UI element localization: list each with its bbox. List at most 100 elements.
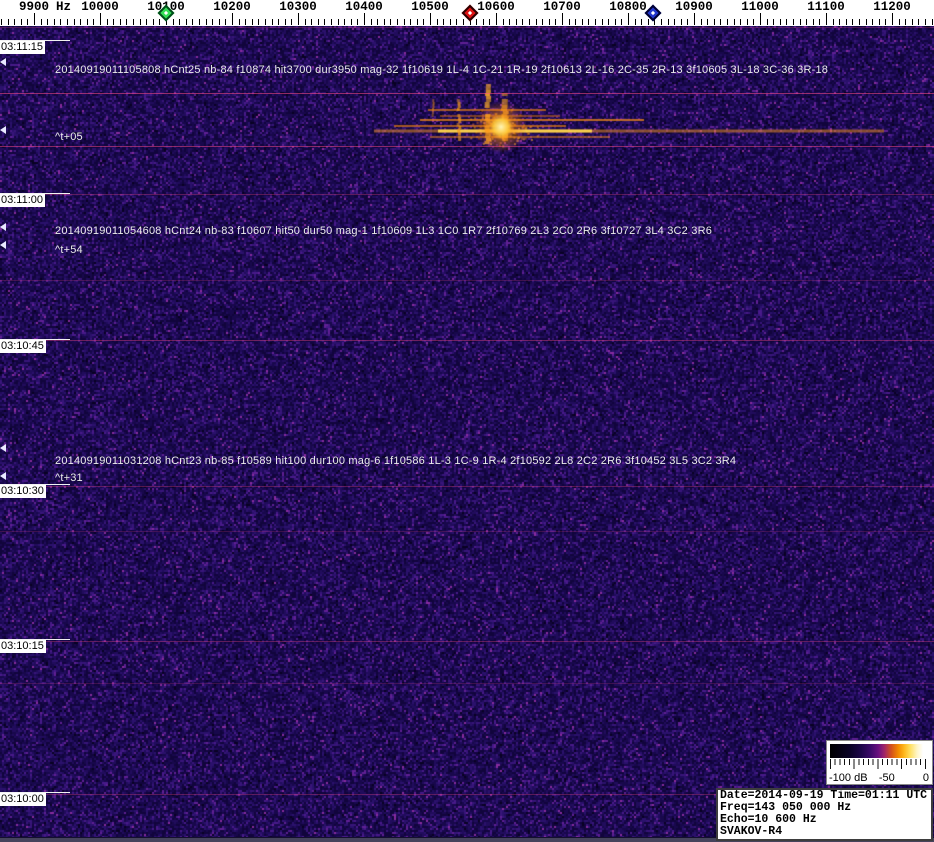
ruler-tick (416, 19, 418, 25)
ruler-tick (199, 19, 200, 25)
time-gridline-tick (0, 339, 70, 340)
ruler-tick (641, 19, 643, 25)
frequency-ruler[interactable]: 9900100001010010200103001040010500106001… (0, 0, 934, 26)
color-scale-ticks (830, 759, 929, 770)
time-label: 03:10:45 (0, 340, 46, 353)
ruler-tick (245, 19, 247, 25)
ruler-tick (667, 19, 669, 25)
ruler-tick (192, 19, 194, 25)
ruler-frequency-label: 9900 (18, 0, 50, 14)
ruler-tick (515, 19, 517, 25)
marker-center-dot (650, 10, 656, 16)
time-label: 03:10:00 (0, 793, 46, 806)
ruler-tick (344, 19, 346, 25)
ruler-tick (337, 19, 339, 25)
ruler-tick (654, 19, 656, 25)
ruler-tick (436, 19, 438, 25)
ruler-tick (1, 19, 2, 25)
ruler-tick (218, 19, 220, 25)
ruler-tick (232, 13, 233, 25)
ruler-tick (397, 19, 398, 25)
ruler-tick (469, 19, 471, 25)
info-frequency: Freq=143 050 000 Hz (720, 801, 852, 814)
ruler-tick (67, 19, 68, 25)
ruler-tick (403, 19, 405, 25)
ruler-tick (238, 19, 240, 25)
spectrogram-canvas[interactable] (0, 26, 934, 842)
ruler-tick (146, 19, 148, 25)
ruler-frequency-label: 11200 (873, 0, 911, 14)
station-info-box: Date=2014-09-19 Time=01:11 UTC Freq=143 … (716, 788, 933, 841)
ruler-tick (575, 19, 577, 25)
detection-offset-label: ^t+54 (55, 244, 83, 256)
ruler-tick (865, 19, 867, 25)
ruler-tick (845, 19, 847, 25)
ruler-tick (588, 19, 590, 25)
detection-log-line: 20140919011054608 hCnt24 nb-83 f10607 hi… (55, 225, 713, 237)
ruler-tick (740, 19, 742, 25)
ruler-tick (179, 19, 181, 25)
window-bottom-edge (0, 837, 934, 842)
ruler-tick (377, 19, 379, 25)
ruler-tick (86, 19, 88, 25)
ruler-tick (502, 19, 504, 25)
ruler-tick (100, 13, 101, 25)
ruler-tick (423, 19, 425, 25)
ruler-tick (548, 19, 550, 25)
ruler-tick (819, 19, 821, 25)
interference-line (0, 340, 934, 341)
ruler-tick (839, 19, 841, 25)
detection-log-line: 20140919011031208 hCnt23 nb-85 f10589 hi… (55, 455, 737, 467)
ruler-tick (872, 19, 874, 25)
ruler-tick (634, 19, 636, 25)
ruler-tick (357, 19, 359, 25)
ruler-tick (766, 19, 768, 25)
ruler-tick (113, 19, 115, 25)
ruler-tick (278, 19, 280, 25)
ruler-tick (760, 13, 761, 25)
ruler-tick (133, 19, 134, 25)
ruler-tick (852, 19, 854, 25)
ruler-tick (925, 19, 926, 25)
ruler-tick (205, 19, 207, 25)
interference-line (0, 683, 934, 684)
legend-min-label: -100 dB (829, 772, 868, 784)
ruler-tick (152, 19, 154, 25)
ruler-tick (595, 19, 596, 25)
ruler-tick (331, 19, 332, 25)
info-station-name: SVAKOV-R4 (720, 825, 783, 838)
ruler-tick (918, 19, 920, 25)
interference-line (0, 146, 934, 147)
ruler-tick (390, 19, 392, 25)
interference-line (0, 280, 934, 281)
ruler-tick (496, 13, 497, 25)
ruler-tick (14, 19, 16, 25)
ruler-tick (687, 19, 689, 25)
ruler-tick (773, 19, 775, 25)
time-gridline-tick (0, 40, 70, 41)
time-label: 03:10:30 (0, 485, 46, 498)
info-date-time: Date=2014-09-19 Time=01:11 UTC (720, 789, 928, 802)
detection-marker-icon (0, 241, 6, 249)
ruler-tick (106, 19, 108, 25)
ruler-tick (7, 19, 9, 25)
ruler-tick (832, 19, 834, 25)
detection-marker-icon (0, 126, 6, 134)
ruler-tick (931, 19, 933, 25)
ruler-tick (383, 19, 385, 25)
ruler-frequency-label: 10300 (279, 0, 317, 14)
ruler-tick (258, 19, 260, 25)
ruler-tick (779, 19, 781, 25)
ruler-tick (713, 19, 715, 25)
ruler-tick (350, 19, 352, 25)
ruler-tick (793, 19, 794, 25)
detection-log-line: 20140919011105808 hCnt25 nb-84 f10874 hi… (55, 64, 829, 76)
ruler-tick (727, 19, 728, 25)
ruler-tick (694, 13, 695, 25)
detection-marker-icon (0, 444, 6, 452)
ruler-tick (311, 19, 313, 25)
ruler-tick (522, 19, 524, 25)
detection-marker-icon (0, 472, 6, 480)
interference-line (0, 194, 934, 195)
ruler-tick (139, 19, 141, 25)
